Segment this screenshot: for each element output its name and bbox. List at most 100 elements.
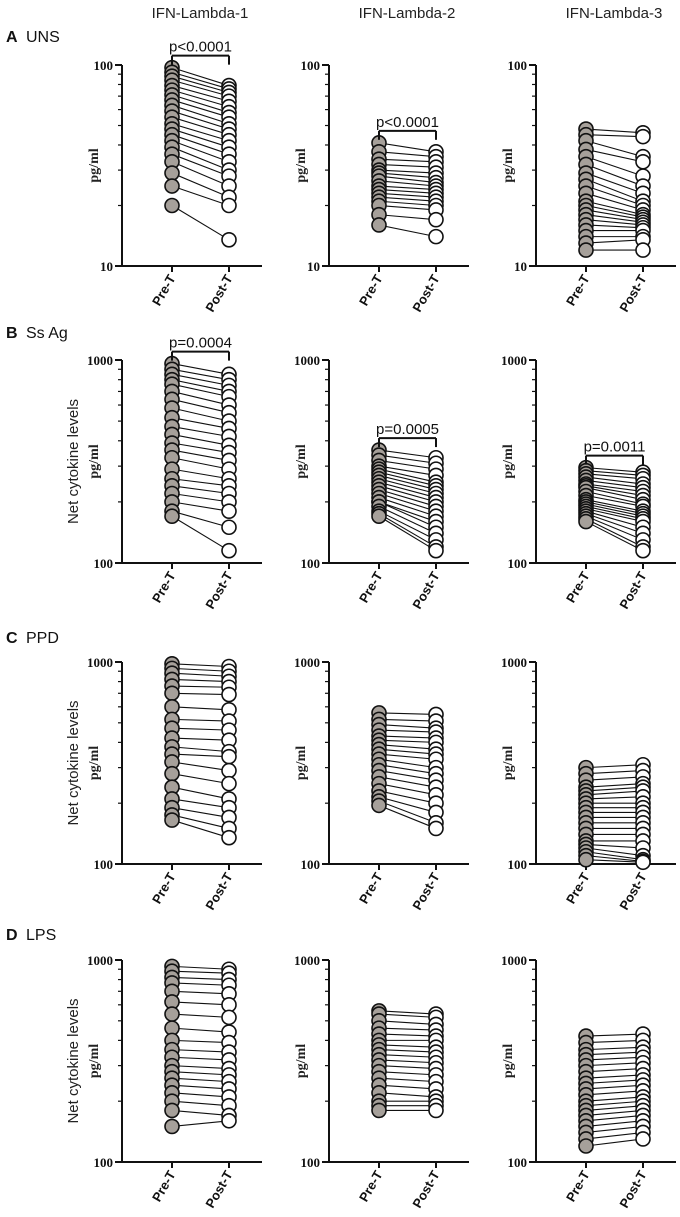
pair-line (378, 454, 437, 464)
y-tick-label: 100 (301, 556, 321, 571)
pair-line (171, 1039, 230, 1044)
pair-line (378, 471, 437, 487)
pair-line (171, 718, 230, 722)
pair-line (171, 1001, 230, 1006)
x-tick-label: Pre-T (149, 569, 179, 605)
post-t-point (428, 1102, 444, 1119)
pre-t-point (164, 1006, 180, 1022)
pair-line (378, 804, 437, 829)
pre-t-point (164, 765, 180, 782)
pre-t-point (371, 508, 387, 525)
x-tick-label: Post-T (202, 272, 235, 315)
pair-line (171, 982, 230, 986)
pair-line (171, 368, 230, 381)
pair-line (171, 146, 230, 171)
panel-letter: D (6, 927, 18, 944)
post-t-point (428, 211, 444, 228)
pair-line (171, 398, 230, 414)
pair-line (171, 672, 230, 677)
pair-line (585, 490, 644, 505)
pair-line (585, 1105, 644, 1111)
pair-line (585, 1131, 644, 1140)
pair-line (378, 1033, 437, 1037)
pair-line (378, 224, 437, 238)
pair-line (171, 71, 230, 90)
pair-line (171, 383, 230, 398)
pair-line (585, 128, 644, 134)
pair-line (378, 185, 437, 191)
x-tick-label: Pre-T (563, 569, 593, 605)
pair-line (585, 1120, 644, 1127)
pair-line (585, 783, 644, 788)
pair-line (171, 1120, 230, 1127)
y-tick-label: 100 (301, 1155, 321, 1170)
pair-line (585, 1046, 644, 1051)
pair-line (171, 773, 230, 785)
pair-line (171, 501, 230, 512)
pre-t-point (578, 1138, 594, 1154)
post-t-point (221, 519, 237, 536)
x-tick-label: Pre-T (563, 1168, 593, 1204)
pair-line (171, 1109, 230, 1116)
panel-name: UNS (26, 29, 60, 46)
pair-line (171, 449, 230, 461)
pair-line (585, 494, 644, 507)
y-tick-label: 1000 (87, 655, 113, 670)
pair-line (171, 492, 230, 503)
post-t-point (221, 232, 237, 248)
pair-line (171, 706, 230, 711)
pair-line (378, 753, 437, 760)
outer-y-label: Net cytokine levels (65, 998, 82, 1123)
pair-line (378, 724, 437, 729)
x-tick-label: Pre-T (563, 870, 593, 906)
y-tick-label: 10 (514, 259, 527, 274)
pair-line (585, 786, 644, 792)
pair-line (378, 510, 437, 541)
y-tick-label: 1000 (87, 353, 113, 368)
pair-line (378, 790, 437, 804)
x-tick-label: Post-T (202, 1168, 235, 1211)
pair-line (378, 196, 437, 202)
pair-line (585, 172, 644, 194)
y-tick-label: 100 (508, 556, 528, 571)
pair-line (585, 503, 644, 517)
pair-line (171, 426, 230, 438)
x-tick-label: Pre-T (149, 870, 179, 906)
pair-line (585, 515, 644, 541)
pair-line (378, 192, 437, 198)
y-tick-label: 1000 (294, 353, 320, 368)
post-t-point (635, 242, 651, 258)
pair-line (585, 508, 644, 523)
pair-line (378, 474, 437, 491)
panel-letter: C (6, 630, 18, 647)
post-t-point (635, 854, 651, 871)
pair-line (378, 172, 437, 179)
pair-line (378, 770, 437, 781)
x-tick-label: Post-T (616, 569, 649, 612)
pair-line (378, 485, 437, 503)
pair-line (378, 481, 437, 499)
column-title: IFN-Lambda-2 (359, 5, 456, 22)
x-tick-label: Pre-T (149, 272, 179, 308)
pre-t-point (164, 1118, 180, 1135)
post-t-point (221, 542, 237, 559)
pair-line (171, 457, 230, 470)
pre-t-point (164, 165, 180, 181)
pair-line (378, 214, 437, 221)
pair-line (585, 163, 644, 187)
outer-y-label: Net cytokine levels (65, 399, 82, 524)
x-tick-label: Pre-T (563, 272, 593, 308)
pair-line (585, 521, 644, 552)
outer-y-label: Net cytokine levels (65, 700, 82, 825)
pair-line (585, 855, 644, 862)
y-tick-label: 100 (94, 1155, 114, 1170)
post-t-point (221, 1009, 237, 1026)
panel-name: LPS (26, 927, 56, 944)
pair-line (378, 515, 437, 552)
pair-line (378, 1071, 437, 1076)
pair-line (585, 764, 644, 769)
x-tick-label: Pre-T (356, 870, 386, 906)
pair-line (171, 128, 230, 148)
pair-line (378, 744, 437, 750)
